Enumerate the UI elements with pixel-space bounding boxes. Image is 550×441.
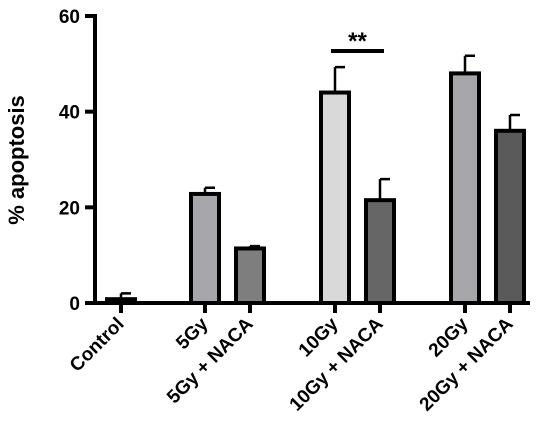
error-bar-10gy-naca (378, 177, 390, 201)
error-bar-20gy (463, 54, 475, 74)
bar-10gy (319, 90, 351, 305)
error-bar-10gy (333, 65, 345, 93)
bar-5gy-naca (234, 246, 266, 305)
bar-20gy (449, 71, 481, 306)
bar-10gy-naca (364, 198, 396, 306)
bars (105, 54, 526, 306)
significance-label-0: ** (348, 28, 367, 55)
error-bar-20gy-naca (508, 113, 520, 131)
y-tick-label-20: 20 (59, 198, 80, 219)
y-axis: 0 20 40 60 (59, 7, 97, 315)
x-tick-label-control: Control (66, 314, 129, 377)
error-bar-5gy-naca (248, 244, 260, 249)
y-tick-label-0: 0 (69, 294, 80, 315)
y-tick-label-60: 60 (59, 7, 80, 28)
significance-annotations: ** (331, 28, 384, 55)
error-bar-5gy (203, 186, 215, 194)
error-bar-control (119, 292, 131, 300)
bar-5gy (189, 191, 221, 305)
x-tick-label-5gy: 5Gy (172, 313, 213, 354)
y-axis-title: % apoptosis (4, 95, 29, 225)
y-tick-label-40: 40 (59, 103, 80, 124)
bar-20gy-naca (494, 128, 526, 305)
